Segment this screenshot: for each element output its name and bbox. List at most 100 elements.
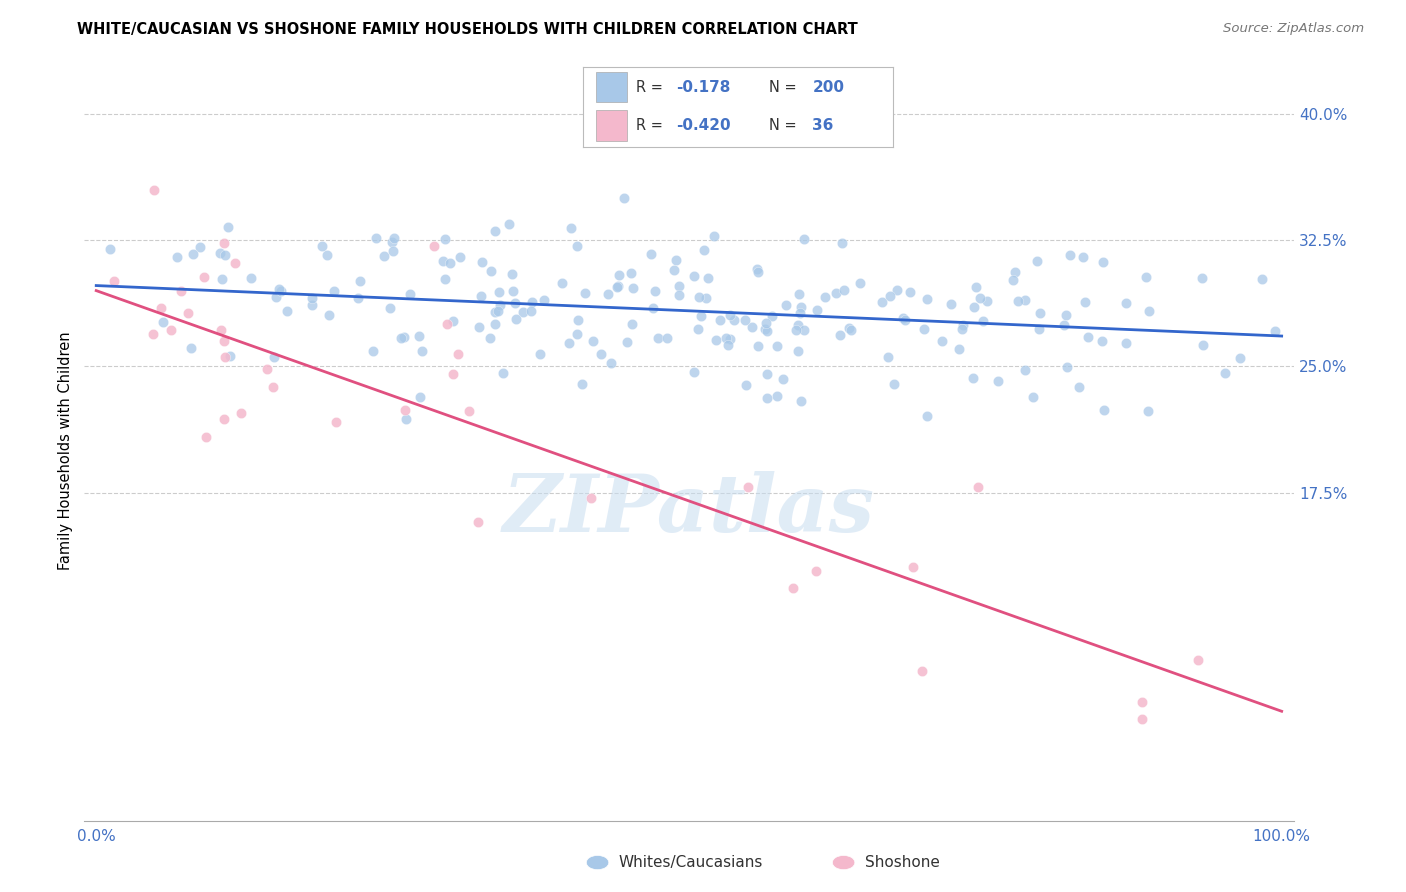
Point — [697, 271, 720, 285]
Point — [877, 350, 900, 364]
Point — [1137, 304, 1160, 318]
Point — [1130, 712, 1153, 726]
Point — [457, 404, 479, 418]
Point — [467, 515, 489, 529]
Point — [1059, 248, 1081, 262]
Text: Source: ZipAtlas.com: Source: ZipAtlas.com — [1223, 22, 1364, 36]
Point — [270, 284, 292, 298]
Point — [347, 291, 370, 305]
Point — [1004, 265, 1026, 279]
Point — [747, 265, 769, 279]
Point — [1191, 271, 1213, 285]
Point — [898, 285, 921, 299]
Point — [640, 247, 662, 261]
Point — [972, 314, 994, 328]
Point — [987, 375, 1010, 389]
Point — [224, 256, 246, 270]
Point — [143, 183, 166, 197]
Point — [522, 294, 544, 309]
Point — [214, 248, 236, 262]
Text: Whites/Caucasians: Whites/Caucasians — [619, 855, 763, 870]
Point — [378, 301, 401, 315]
Point — [574, 285, 596, 300]
Point — [392, 330, 415, 344]
Point — [325, 415, 347, 429]
Point — [838, 321, 860, 335]
Point — [912, 322, 935, 336]
Point — [607, 279, 630, 293]
Point — [756, 324, 779, 338]
Text: ZIPatlas: ZIPatlas — [503, 471, 875, 549]
Text: -0.420: -0.420 — [676, 119, 731, 134]
Point — [1073, 294, 1095, 309]
Point — [217, 220, 239, 235]
Point — [755, 316, 778, 330]
Point — [267, 282, 290, 296]
Point — [209, 323, 232, 337]
Point — [609, 268, 631, 282]
Point — [190, 240, 212, 254]
Point — [915, 293, 938, 307]
Point — [1115, 335, 1137, 350]
Point — [484, 317, 506, 331]
Point — [664, 263, 686, 277]
Point — [1092, 402, 1115, 417]
Point — [620, 266, 643, 280]
FancyBboxPatch shape — [596, 71, 627, 103]
FancyBboxPatch shape — [596, 111, 627, 141]
Point — [529, 347, 551, 361]
Point — [567, 312, 589, 326]
Point — [793, 232, 815, 246]
Point — [793, 323, 815, 337]
Text: -0.178: -0.178 — [676, 80, 731, 95]
Point — [177, 306, 200, 320]
Point — [891, 311, 914, 326]
Point — [686, 322, 709, 336]
Text: R =: R = — [636, 80, 668, 95]
Point — [965, 280, 987, 294]
Point — [976, 293, 998, 308]
Point — [170, 284, 193, 298]
Point — [432, 253, 454, 268]
Point — [1001, 273, 1024, 287]
Point — [939, 296, 962, 310]
Point — [831, 236, 853, 251]
Point — [717, 337, 740, 351]
Point — [787, 343, 810, 358]
Point — [152, 315, 174, 329]
Point — [804, 564, 827, 578]
Point — [756, 391, 779, 405]
Point — [655, 331, 678, 345]
Point — [166, 250, 188, 264]
Point — [1054, 308, 1077, 322]
Point — [558, 336, 581, 351]
Point — [883, 376, 905, 391]
Point — [484, 224, 506, 238]
Point — [969, 291, 991, 305]
Point — [98, 243, 121, 257]
Point — [683, 365, 706, 379]
Point — [373, 250, 395, 264]
Point — [1071, 250, 1094, 264]
Point — [1056, 359, 1078, 374]
Point — [1014, 363, 1036, 377]
Point — [408, 329, 430, 343]
Point — [361, 343, 384, 358]
Point — [718, 332, 741, 346]
Point — [917, 409, 939, 423]
Point — [790, 394, 813, 409]
Point — [180, 341, 202, 355]
Point — [501, 267, 523, 281]
Point — [160, 322, 183, 336]
Point — [488, 285, 510, 300]
Point — [963, 301, 986, 315]
Point — [565, 239, 588, 253]
Point — [439, 256, 461, 270]
Point — [782, 581, 804, 595]
Point — [446, 347, 468, 361]
Point — [824, 286, 846, 301]
Point — [311, 239, 333, 253]
Point — [322, 284, 344, 298]
Point — [389, 331, 412, 345]
Point — [467, 320, 489, 334]
